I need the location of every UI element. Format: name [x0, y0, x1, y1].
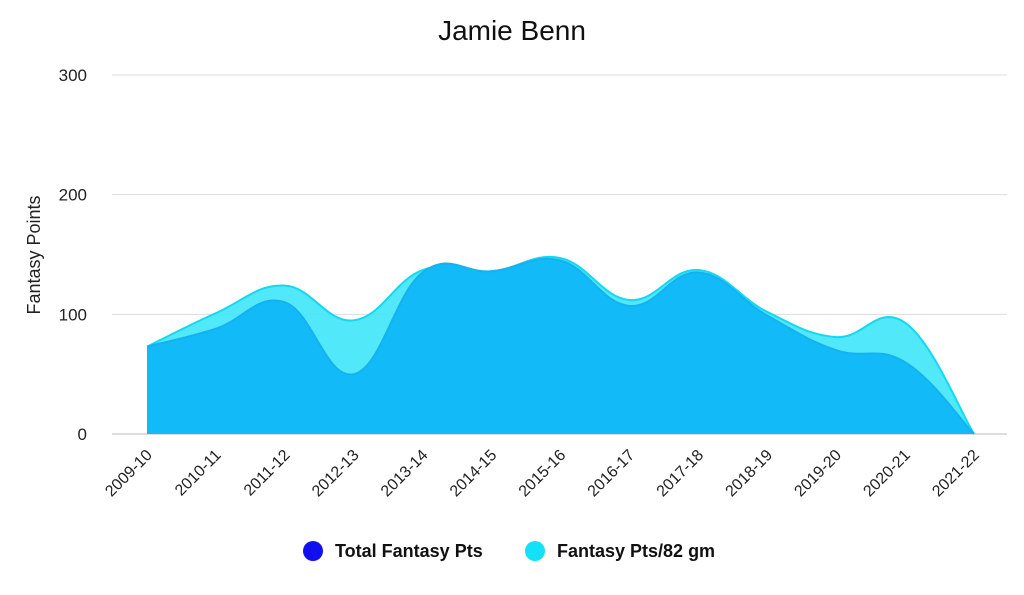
legend-item-fantasy-pts-per-82[interactable]: Fantasy Pts/82 gm: [525, 541, 715, 561]
legend-label: Total Fantasy Pts: [335, 541, 483, 561]
x-tick-label: 2020-21: [860, 447, 914, 501]
x-tick-label: 2017-18: [654, 447, 708, 501]
x-tick-label: 2015-16: [516, 447, 570, 501]
chart-title: Jamie Benn: [438, 15, 586, 46]
x-tick-label: 2021-22: [929, 447, 983, 501]
series-line-fantasy-pts-per-82: [146, 255, 975, 435]
y-tick-layer: 0 100 200 300: [59, 66, 87, 444]
legend[interactable]: Total Fantasy Pts Fantasy Pts/82 gm: [303, 541, 715, 561]
x-tick-label: 2009-10: [102, 447, 156, 501]
y-tick-label: 300: [59, 66, 87, 85]
x-tick-layer: 2009-10 2010-11 2011-12 2012-13 2013-14 2014-…: [102, 447, 983, 501]
area-total-fantasy-pts: [147, 258, 974, 434]
y-tick-label: 100: [59, 305, 87, 324]
legend-marker-icon: [525, 541, 545, 561]
series-line-total-fantasy-pts: [146, 257, 975, 435]
x-tick-label: 2018-19: [723, 447, 777, 501]
x-tick-label: 2012-13: [309, 447, 363, 501]
y-tick-label: 0: [78, 425, 87, 444]
x-tick-label: 2011-12: [241, 447, 294, 500]
legend-item-total-fantasy-pts[interactable]: Total Fantasy Pts: [303, 541, 483, 561]
x-tick-label: 2019-20: [791, 447, 845, 501]
y-tick-label: 200: [59, 186, 87, 205]
x-tick-label: 2014-15: [447, 447, 501, 501]
x-tick-label: 2013-14: [378, 447, 432, 501]
x-tick-label: 2016-17: [585, 447, 639, 501]
area-layer: [146, 255, 975, 435]
y-axis-label: Fantasy Points: [24, 195, 44, 314]
x-tick-label: 2010-11: [172, 447, 225, 500]
legend-label: Fantasy Pts/82 gm: [557, 541, 715, 561]
legend-marker-icon: [303, 541, 323, 561]
